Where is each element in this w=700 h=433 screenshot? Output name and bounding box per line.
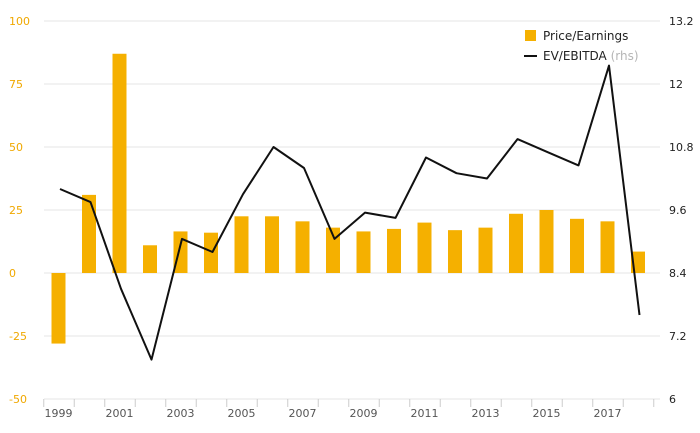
legend: Price/Earnings EV/EBITDA (rhs) — [524, 29, 639, 63]
bar-2008 — [326, 227, 340, 273]
bar-2004 — [204, 232, 218, 273]
bar-2016 — [570, 218, 584, 273]
bar-2000 — [82, 194, 96, 273]
y-left-tick-label: 50 — [9, 141, 23, 154]
y-right-tick-label: 9.6 — [669, 204, 687, 217]
line-series-ev-ebitda — [59, 64, 641, 361]
y-left-tick-label: 25 — [9, 204, 23, 217]
legend-swatch-price-earnings — [525, 30, 536, 41]
gridlines — [44, 20, 660, 400]
y-right-tick-label: 13.2 — [669, 15, 694, 28]
x-tick-label: 2017 — [594, 407, 622, 420]
y-left-tick-label: 0 — [9, 267, 16, 280]
bar-2011 — [417, 222, 432, 273]
y-right-tick-label: 8.4 — [669, 267, 687, 280]
x-tick-label: 2007 — [289, 407, 317, 420]
legend-label-ev-ebitda: EV/EBITDA (rhs) — [543, 49, 639, 63]
bar-1999 — [51, 273, 66, 344]
x-tick-label: 2003 — [167, 407, 195, 420]
x-tick-label: 2013 — [472, 407, 500, 420]
bar-2002 — [143, 245, 157, 273]
ev-ebitda-line — [59, 64, 641, 361]
bar-2009 — [356, 231, 371, 273]
bar-2007 — [295, 221, 310, 273]
y-right-tick-label: 7.2 — [669, 330, 687, 343]
axes: 100 75 50 25 0 -25 -50 13.2 12 10.8 9.6 8.4 7.2 6 1999… — [9, 15, 694, 420]
bar-series-price-earnings — [51, 53, 645, 344]
bar-2005 — [234, 216, 249, 273]
legend-label-ev-ebitda-name: EV/EBITDA — [543, 49, 608, 63]
bar-2015 — [539, 210, 554, 273]
bar-2013 — [478, 227, 493, 273]
y-left-tick-label: -50 — [9, 393, 27, 406]
x-tick-label: 2009 — [350, 407, 378, 420]
x-tick-label: 2005 — [228, 407, 256, 420]
y-right-tick-label: 6 — [669, 393, 676, 406]
x-tick-label: 2011 — [411, 407, 439, 420]
x-tick-label: 2001 — [106, 407, 134, 420]
bar-2014 — [509, 213, 523, 273]
bar-2006 — [265, 216, 279, 273]
y-right-tick-label: 12 — [669, 78, 683, 91]
x-tick-label: 1999 — [45, 407, 73, 420]
bar-2012 — [448, 230, 462, 273]
y-left-tick-label: -25 — [9, 330, 27, 343]
bar-2017 — [600, 221, 615, 273]
legend-label-ev-ebitda-suffix: (rhs) — [611, 49, 639, 63]
bar-2001 — [112, 53, 127, 274]
y-left-tick-label: 100 — [9, 15, 30, 28]
bar-2010 — [387, 228, 401, 273]
legend-label-price-earnings: Price/Earnings — [543, 29, 628, 43]
x-tick-label: 2015 — [533, 407, 561, 420]
y-left-tick-label: 75 — [9, 78, 23, 91]
y-right-tick-label: 10.8 — [669, 141, 694, 154]
